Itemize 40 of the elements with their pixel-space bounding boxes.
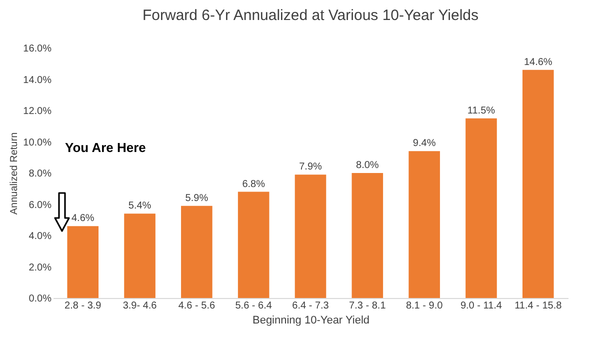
bar [408, 151, 440, 298]
data-label: 9.4% [412, 138, 436, 150]
annotation: You Are Here [65, 140, 146, 155]
y-axis-title: Annualized Return [9, 132, 20, 215]
x-tick-label: 2.8 - 3.9 [64, 300, 102, 312]
x-tick-label: 11.4 - 15.8 [514, 300, 562, 312]
bar [67, 226, 99, 298]
y-tick-label: 4.0% [28, 231, 52, 242]
data-label: 14.6% [524, 56, 552, 68]
y-tick-label: 16.0% [23, 44, 52, 54]
x-tick-label: 4.6 - 5.6 [178, 300, 216, 312]
x-tick-label: 5.6 - 6.4 [235, 300, 272, 312]
data-label: 11.5% [467, 105, 496, 116]
data-label: 7.9% [299, 162, 322, 173]
y-tick-label: 2.0% [28, 262, 52, 274]
x-tick-label: 7.3 - 8.1 [349, 300, 386, 312]
x-tick-label: 3.9- 4.6 [122, 300, 158, 312]
x-tick-label: 6.4 - 7.3 [292, 300, 330, 312]
bar [238, 192, 270, 298]
bar [124, 214, 156, 298]
bar [352, 173, 384, 298]
y-tick-label: 8.0% [28, 168, 52, 180]
data-label: 8.0% [356, 160, 379, 171]
data-label: 5.4% [128, 200, 152, 212]
bar [522, 70, 554, 298]
y-tick-label: 12.0% [23, 106, 52, 117]
y-tick-label: 14.0% [23, 74, 52, 86]
bar [181, 206, 212, 298]
y-tick-label: 0.0% [28, 294, 52, 304]
chart-title: Forward 6-Yr Annualized at Various 10-Year Yields [142, 7, 479, 24]
bar [466, 118, 497, 298]
x-tick-label: 8.1 - 9.0 [406, 300, 444, 312]
y-tick-label: 6.0% [28, 200, 52, 211]
bar [294, 174, 326, 298]
x-axis-title: Beginning 10-Year Yield [252, 314, 370, 326]
data-label: 4.6% [71, 213, 94, 224]
y-tick-label: 10.0% [23, 137, 52, 148]
data-label: 5.9% [185, 192, 208, 204]
x-tick-label: 9.0 - 11.4 [460, 300, 502, 312]
data-label: 6.8% [242, 178, 266, 190]
